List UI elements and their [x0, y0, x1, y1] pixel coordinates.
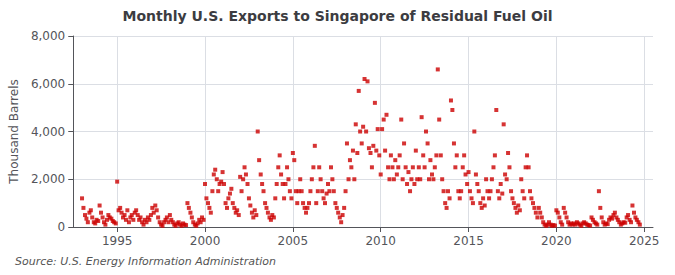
svg-text:2015: 2015 [453, 234, 484, 248]
svg-text:2025: 2025 [629, 234, 660, 248]
svg-text:2,000: 2,000 [31, 172, 65, 186]
svg-text:Source: U.S. Energy Informatio: Source: U.S. Energy Information Administ… [15, 255, 276, 268]
svg-text:1995: 1995 [102, 234, 133, 248]
svg-text:8,000: 8,000 [31, 29, 65, 43]
svg-text:2000: 2000 [190, 234, 221, 248]
svg-text:0: 0 [58, 220, 66, 234]
svg-text:Monthly U.S. Exports to Singap: Monthly U.S. Exports to Singapore of Res… [123, 8, 553, 24]
svg-text:2005: 2005 [278, 234, 309, 248]
svg-text:2010: 2010 [365, 234, 396, 248]
svg-text:Thousand Barrels: Thousand Barrels [7, 79, 21, 184]
svg-text:4,000: 4,000 [31, 125, 65, 139]
svg-text:2020: 2020 [541, 234, 572, 248]
svg-text:6,000: 6,000 [31, 77, 65, 91]
